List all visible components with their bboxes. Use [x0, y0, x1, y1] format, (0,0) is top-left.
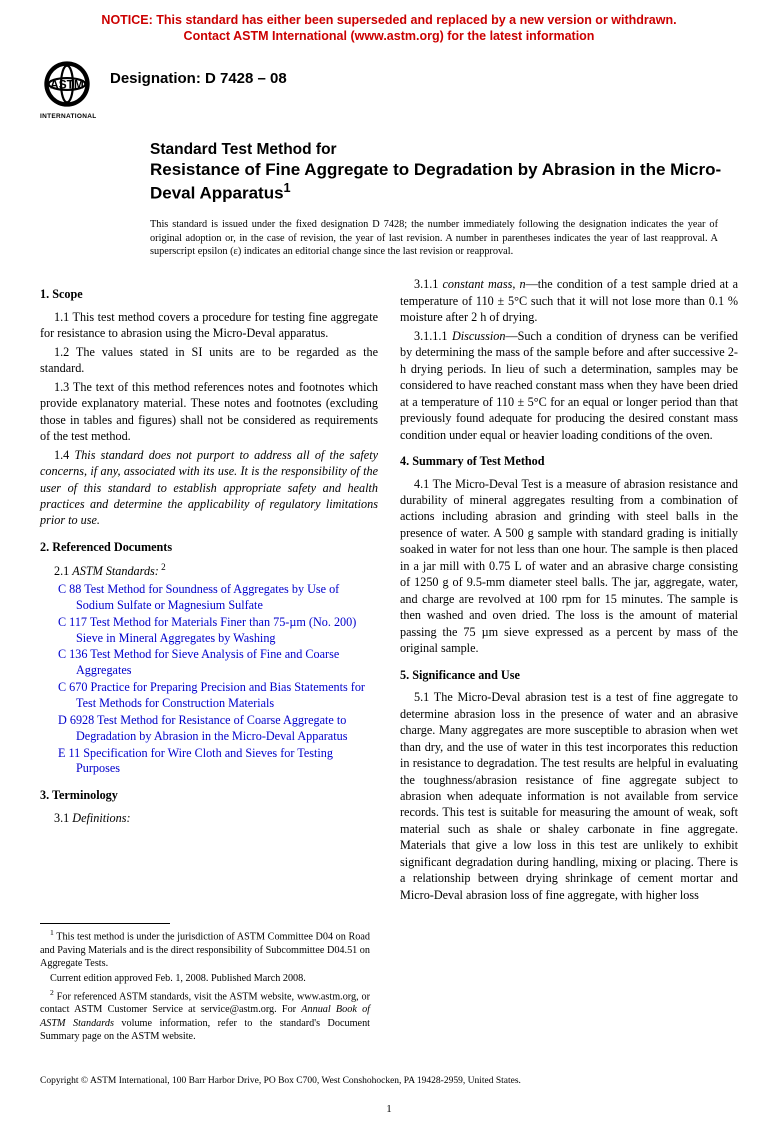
footnotes: 1 This test method is under the jurisdic…	[0, 924, 410, 1043]
para-3-1-1: 3.1.1 constant mass, n—the condition of …	[400, 276, 738, 325]
p311-ital: constant mass, n	[443, 277, 526, 291]
ref-c670[interactable]: C 670 Practice for Preparing Precision a…	[58, 680, 378, 712]
para-1-2: 1.2 The values stated in SI units are to…	[40, 344, 378, 377]
title-lead: Standard Test Method for	[150, 140, 738, 159]
title-block: Standard Test Method for Resistance of F…	[0, 122, 778, 205]
header: ASTM INTERNATIONAL Designation: D 7428 –…	[0, 49, 778, 122]
fn1-text: This test method is under the jurisdicti…	[40, 932, 370, 970]
p3111-ital: Discussion	[452, 329, 506, 343]
ref-c136[interactable]: C 136 Test Method for Sieve Analysis of …	[58, 647, 378, 679]
ref-sub-lead: 2.1	[54, 564, 72, 578]
ref-sub-sup: 2	[159, 562, 166, 572]
left-column: 1. Scope 1.1 This test method covers a p…	[40, 276, 378, 905]
notice-line1: NOTICE: This standard has either been su…	[101, 13, 676, 27]
astm-logo-icon: ASTM	[40, 57, 94, 111]
term-sub-ital: Definitions:	[72, 811, 130, 825]
p3111-lead: 3.1.1.1	[414, 329, 452, 343]
term-sub-lead: 3.1	[54, 811, 72, 825]
para-5-1: 5.1 The Micro-Deval abrasion test is a t…	[400, 689, 738, 903]
para-1-3: 1.3 The text of this method references n…	[40, 379, 378, 445]
notice-banner: NOTICE: This standard has either been su…	[0, 0, 778, 49]
p3111-rest: —Such a condition of dryness can be veri…	[400, 329, 738, 442]
ref-sub-ital: ASTM Standards:	[72, 564, 159, 578]
logo-label: INTERNATIONAL	[40, 113, 94, 122]
title-main-text: Resistance of Fine Aggregate to Degradat…	[150, 160, 721, 203]
ref-c117[interactable]: C 117 Test Method for Materials Finer th…	[58, 615, 378, 647]
scope-heading: 1. Scope	[40, 286, 378, 302]
notice-line2: Contact ASTM International (www.astm.org…	[184, 29, 595, 43]
p311-lead: 3.1.1	[414, 277, 443, 291]
footnote-1b: Current edition approved Feb. 1, 2008. P…	[40, 972, 370, 985]
footnote-1: 1 This test method is under the jurisdic…	[40, 928, 370, 970]
page-number: 1	[0, 1092, 778, 1131]
issuance-note: This standard is issued under the fixed …	[0, 204, 778, 258]
refdocs-sub: 2.1 ASTM Standards: 2	[40, 561, 378, 580]
para-1-1: 1.1 This test method covers a procedure …	[40, 309, 378, 342]
body-columns: 1. Scope 1.1 This test method covers a p…	[0, 258, 778, 905]
designation: Designation: D 7428 – 08	[110, 57, 287, 89]
footnote-2: 2 For referenced ASTM standards, visit t…	[40, 988, 370, 1043]
ref-e11[interactable]: E 11 Specification for Wire Cloth and Si…	[58, 746, 378, 778]
terminology-heading: 3. Terminology	[40, 787, 378, 803]
significance-heading: 5. Significance and Use	[400, 667, 738, 683]
summary-heading: 4. Summary of Test Method	[400, 453, 738, 469]
para-1-4: 1.4 1.4 This standard does not purport t…	[40, 447, 378, 529]
svg-text:ASTM: ASTM	[50, 77, 84, 91]
ref-d6928[interactable]: D 6928 Test Method for Resistance of Coa…	[58, 713, 378, 745]
para-3-1-1-1: 3.1.1.1 Discussion—Such a condition of d…	[400, 328, 738, 443]
right-column: 3.1.1 constant mass, n—the condition of …	[400, 276, 738, 905]
para-4-1: 4.1 The Micro-Deval Test is a measure of…	[400, 476, 738, 657]
astm-logo: ASTM INTERNATIONAL	[40, 57, 94, 122]
title-main: Resistance of Fine Aggregate to Degradat…	[150, 159, 738, 204]
title-sup: 1	[284, 180, 291, 195]
refdocs-heading: 2. Referenced Documents	[40, 539, 378, 555]
copyright: Copyright © ASTM International, 100 Barr…	[0, 1045, 778, 1092]
terminology-sub: 3.1 Definitions:	[40, 810, 378, 826]
ref-c88[interactable]: C 88 Test Method for Soundness of Aggreg…	[58, 582, 378, 614]
